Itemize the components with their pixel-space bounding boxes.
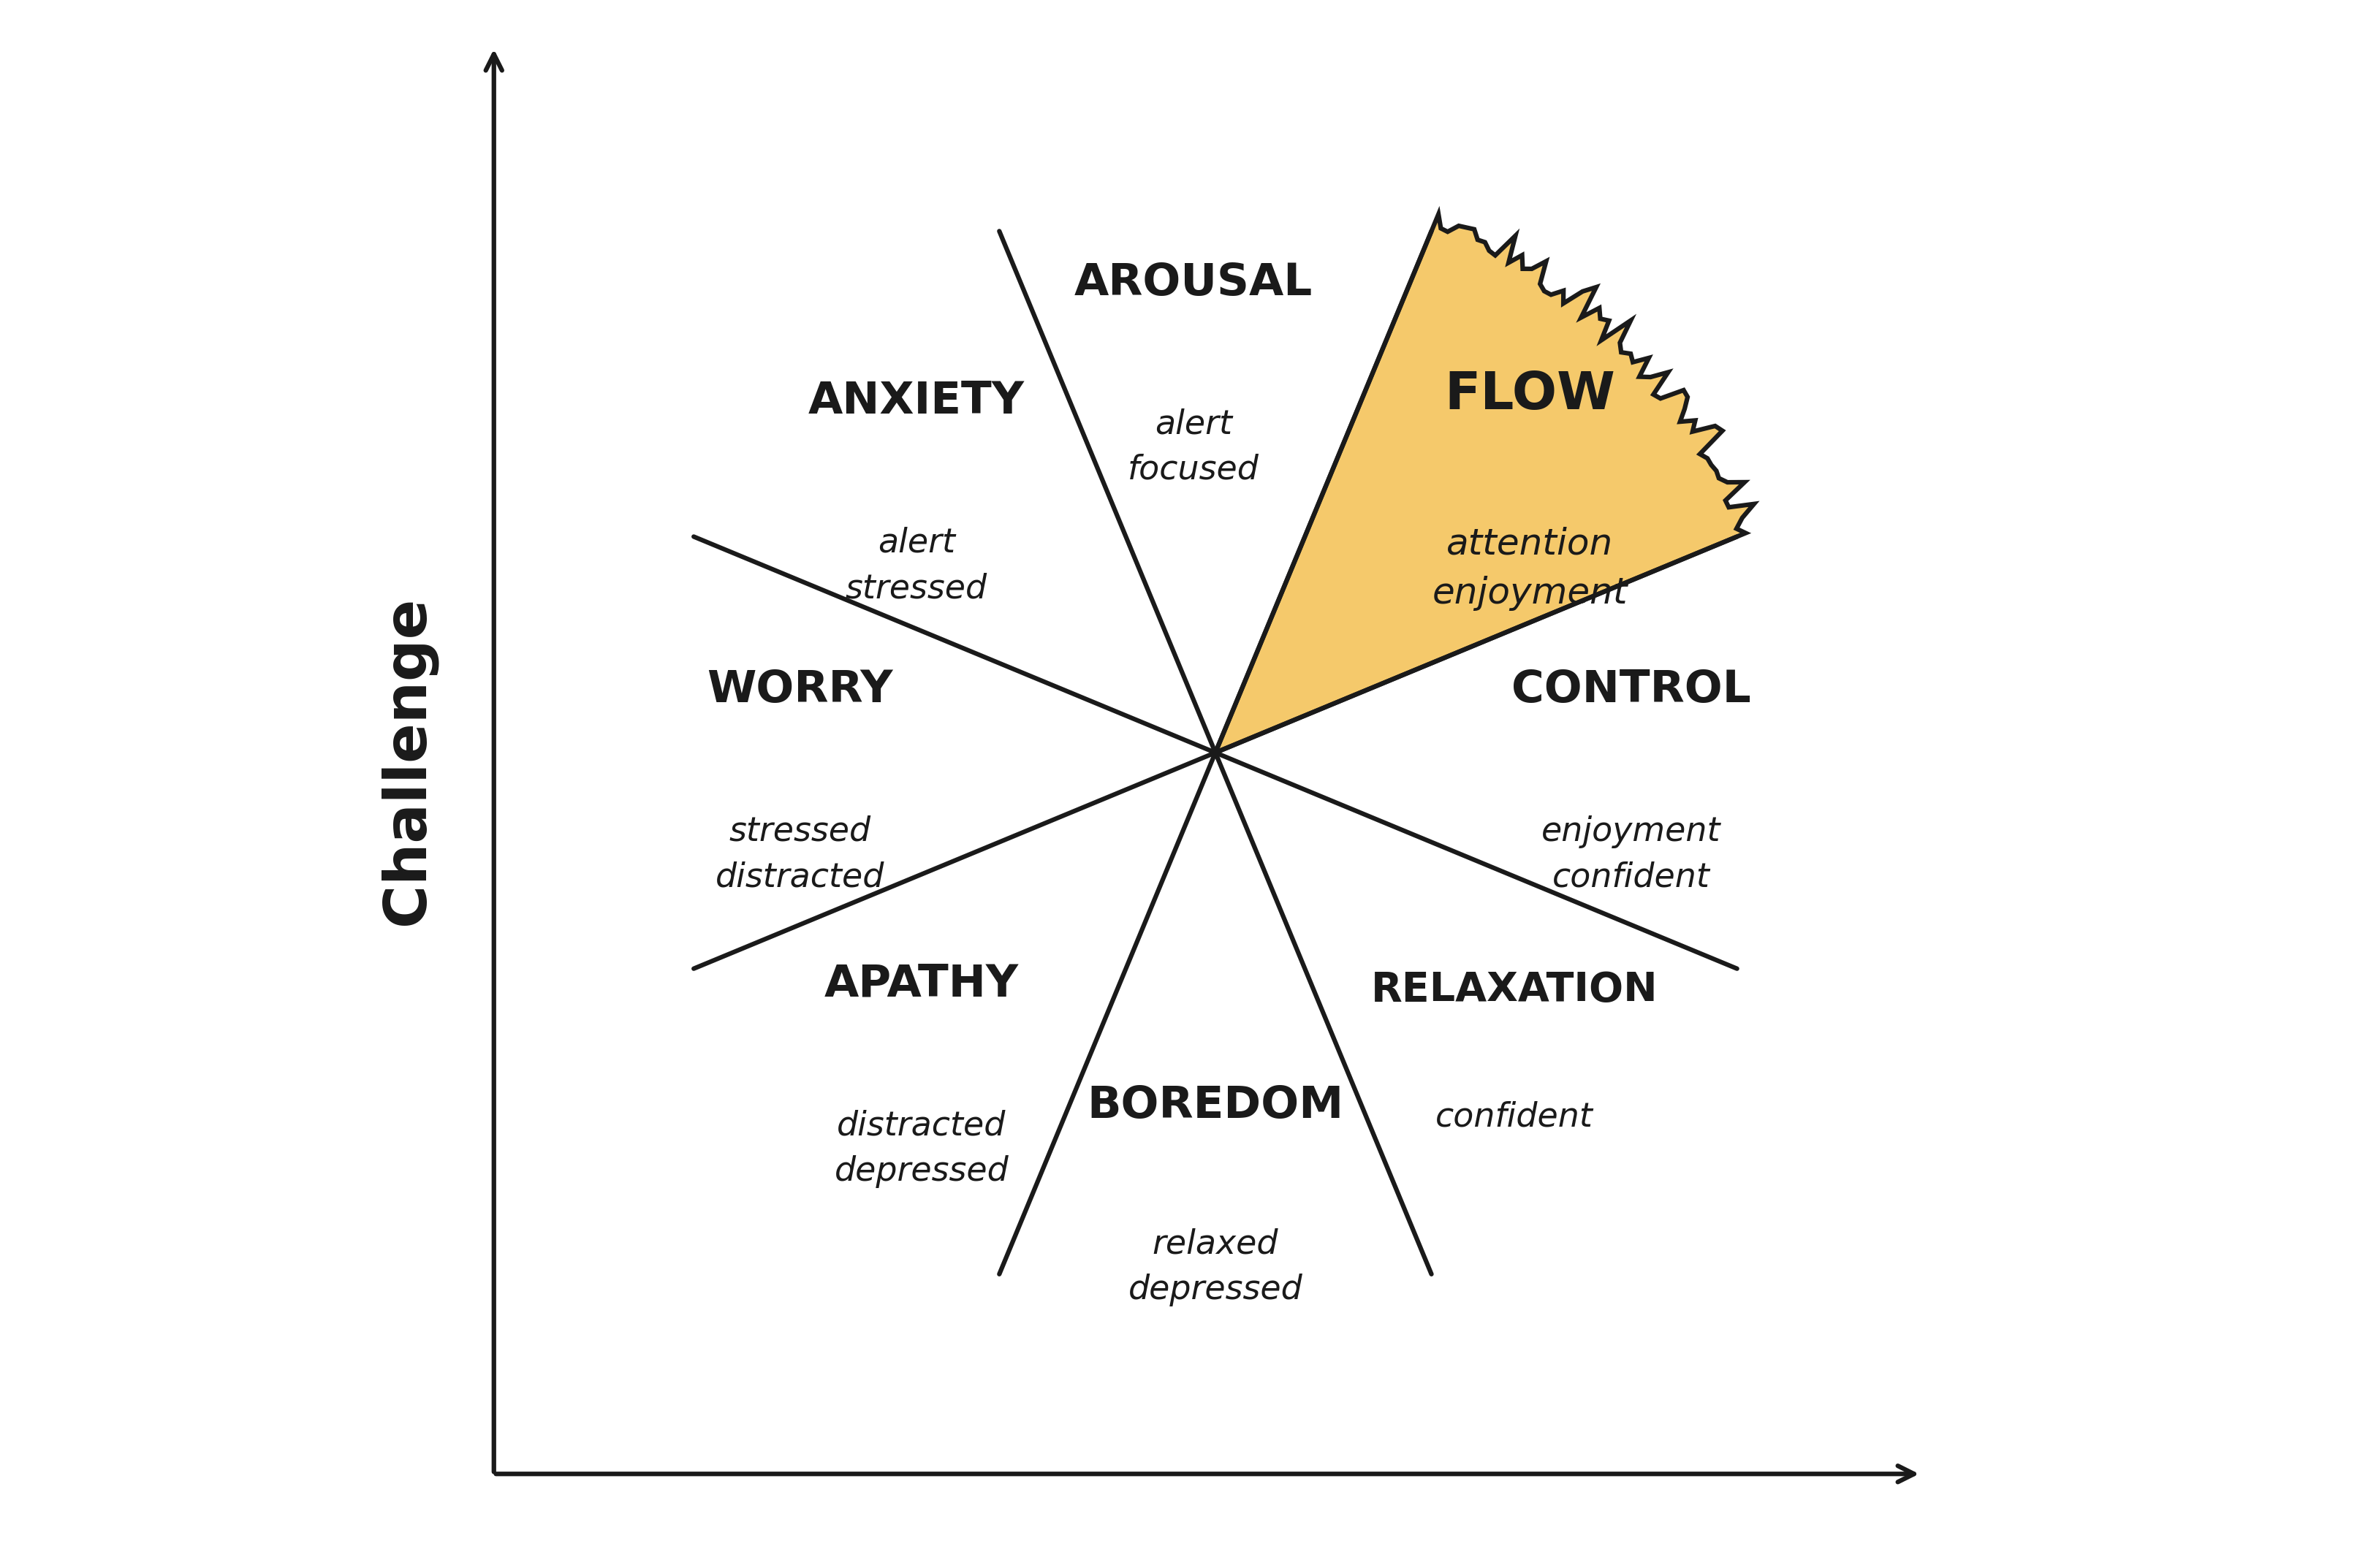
Text: CONTROL: CONTROL (1511, 670, 1750, 712)
Text: ANXIETY: ANXIETY (807, 379, 1025, 423)
Text: relaxed
depressed: relaxed depressed (1127, 1228, 1302, 1306)
Text: stressed
distracted: stressed distracted (715, 815, 883, 894)
Polygon shape (1215, 215, 1755, 753)
Text: Challenge: Challenge (379, 596, 436, 925)
Text: enjoyment
confident: enjoyment confident (1542, 815, 1722, 894)
Text: BOREDOM: BOREDOM (1087, 1085, 1343, 1127)
Text: RELAXATION: RELAXATION (1371, 971, 1658, 1010)
Text: attention
enjoyment: attention enjoyment (1433, 527, 1627, 612)
Text: confident: confident (1435, 1101, 1594, 1134)
Text: APATHY: APATHY (824, 963, 1018, 1005)
Text: WORRY: WORRY (706, 670, 893, 712)
Text: alert
stressed: alert stressed (845, 527, 987, 605)
Text: AROUSAL: AROUSAL (1075, 262, 1312, 304)
Text: FLOW: FLOW (1444, 370, 1615, 420)
Text: distracted
depressed: distracted depressed (834, 1109, 1009, 1187)
Text: alert
focused: alert focused (1127, 408, 1260, 486)
